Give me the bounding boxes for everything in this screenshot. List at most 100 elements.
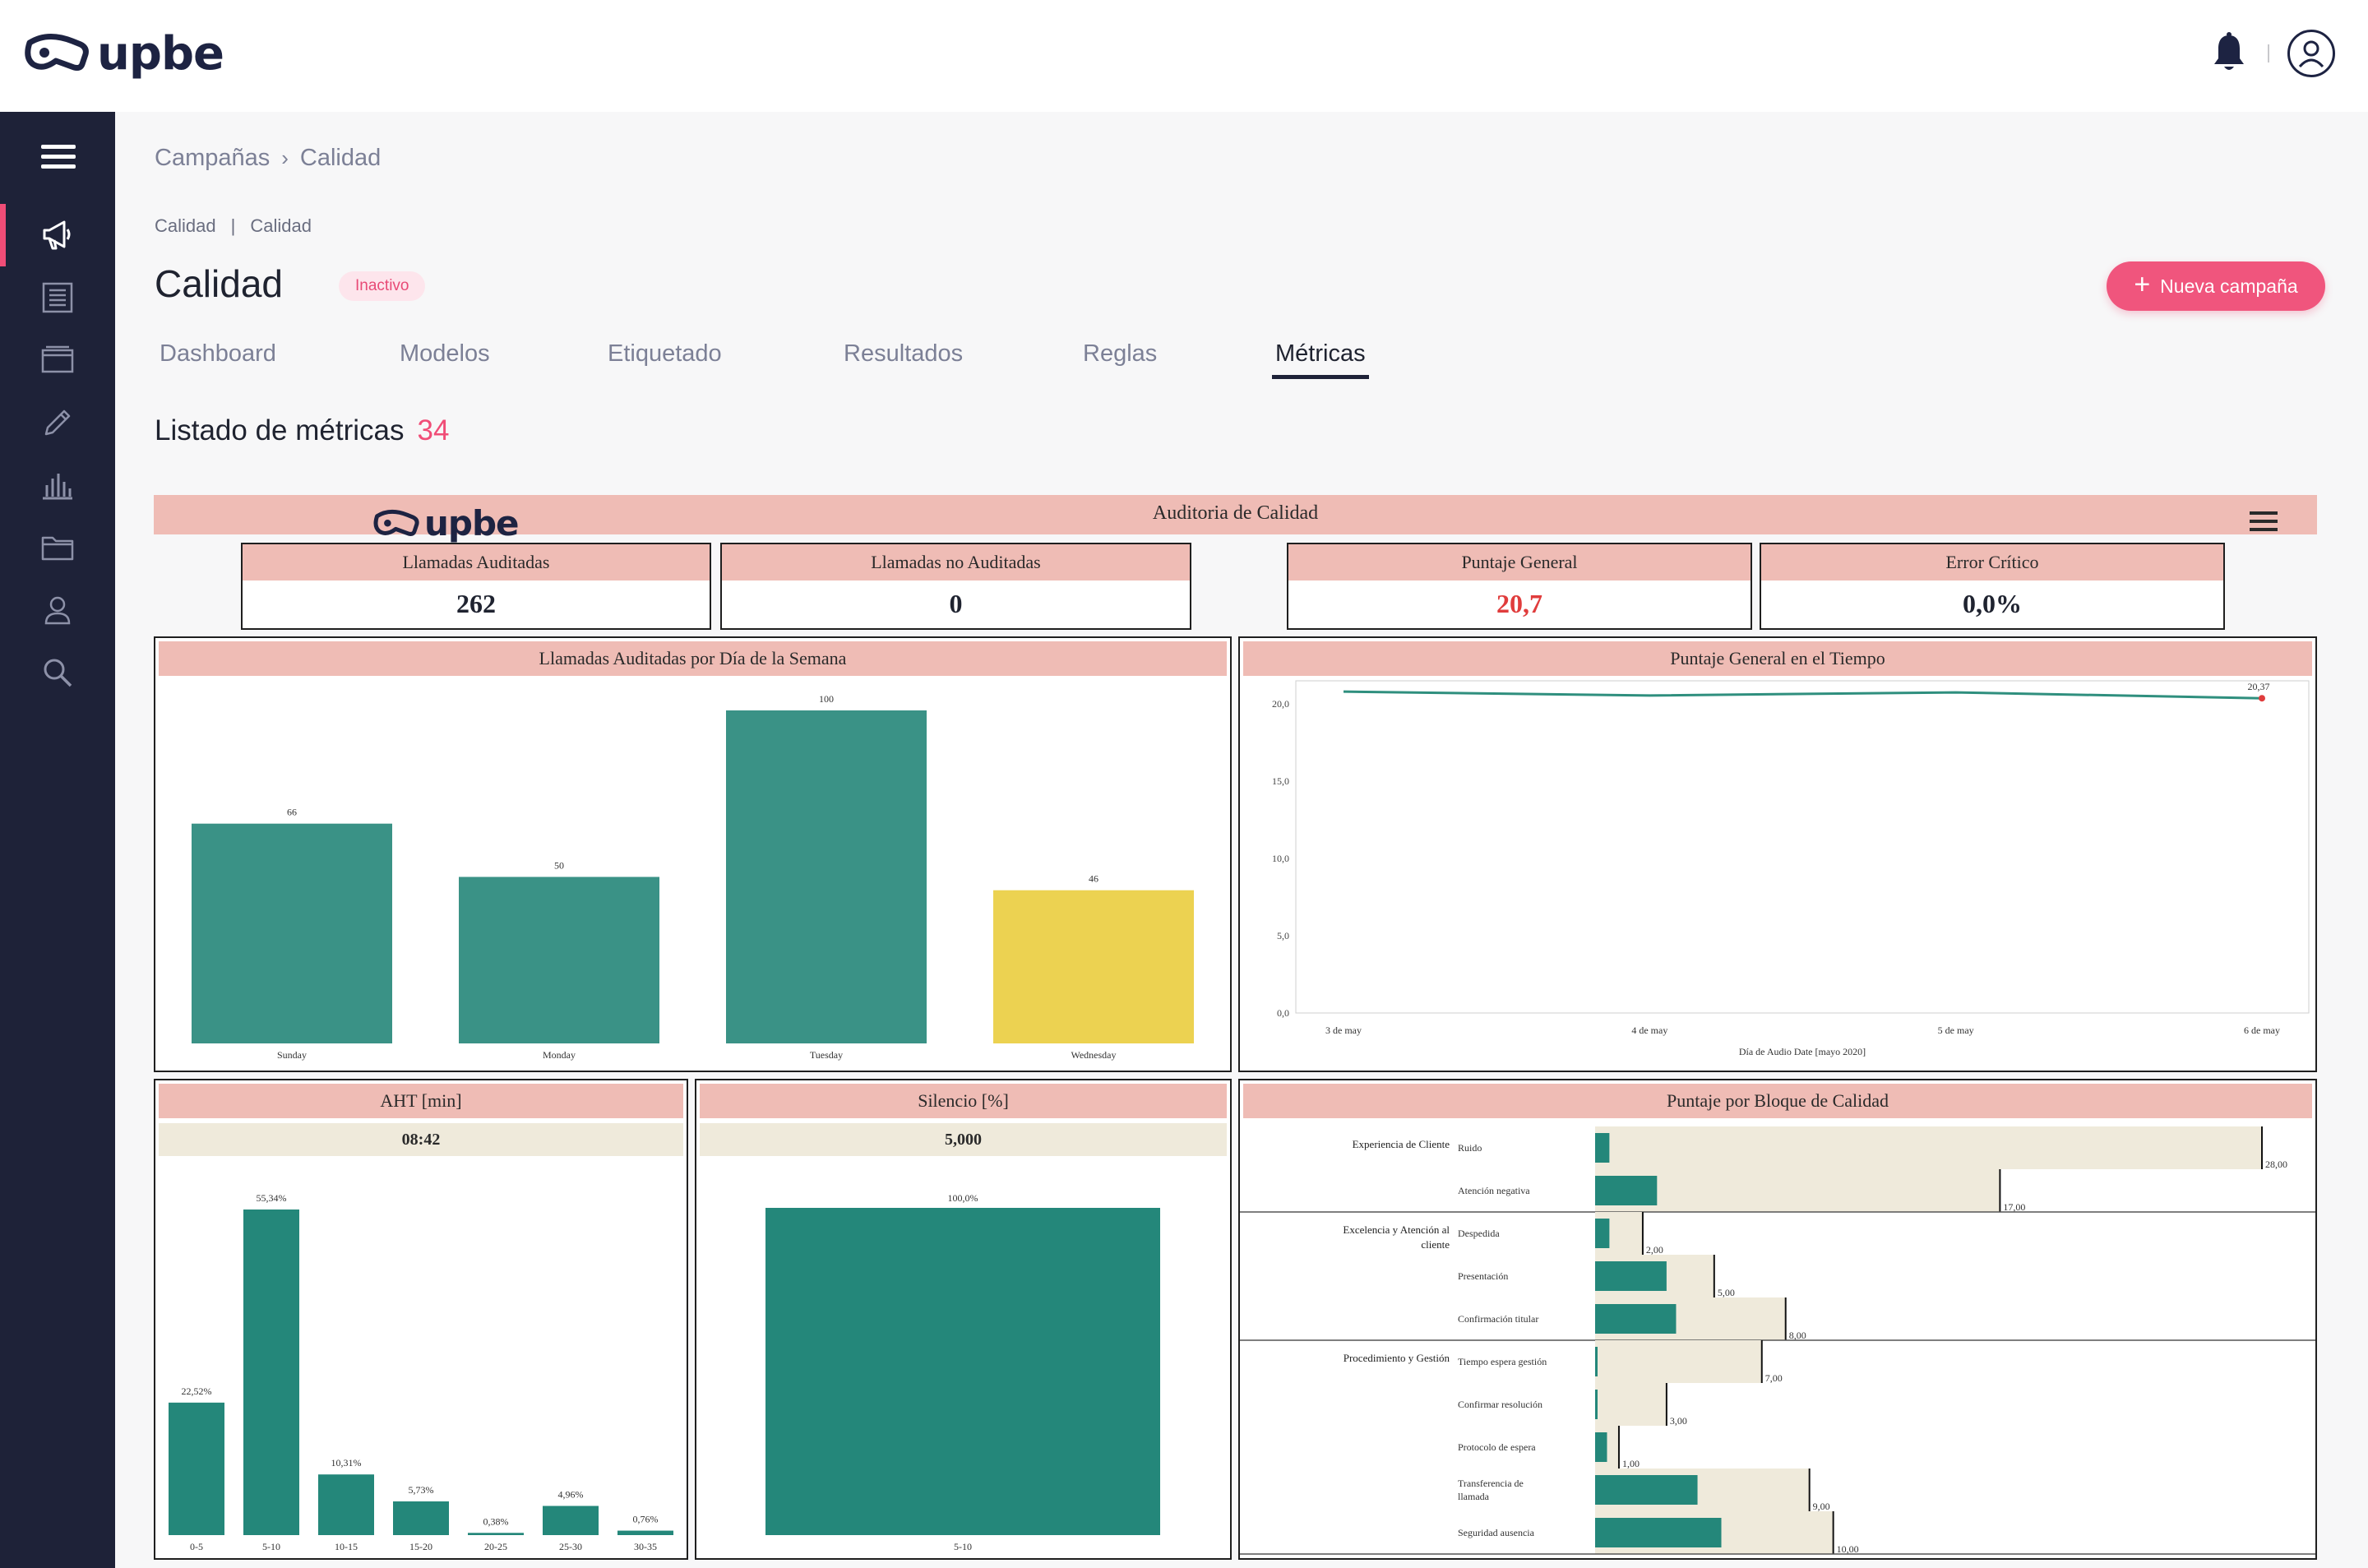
panel-title: Puntaje General en el Tiempo [1243,641,2312,676]
dashboard-header: Auditoria de Calidad [154,495,2317,534]
panel-silence: Silencio [%] 5,000 100,0% 5-10 [695,1079,1232,1560]
group-label: cliente [1421,1238,1450,1251]
x-tick-label: 25-30 [559,1541,582,1552]
bar-value-label: 100 [819,693,834,705]
kpi-audited-calls: Llamadas Auditadas 262 [241,543,711,630]
page-title: Calidad [155,262,283,305]
x-tick-label: 6 de may [2244,1025,2280,1036]
dashboard-menu-icon[interactable] [2250,511,2278,536]
plot-area [1295,680,2310,1014]
x-tick-label: Monday [543,1049,576,1061]
target-label: 9,00 [1813,1501,1830,1512]
bar [617,1530,673,1535]
sidebar-item-folder[interactable] [0,516,115,579]
app-logo-text: upbe [97,26,224,81]
breadcrumb-campaigns[interactable]: Campañas [155,145,271,171]
calls-by-day-chart: 66 Sunday 50 Monday 100 Tuesday 46 Wednesday [192,693,1194,1061]
sidebar-item-list[interactable] [0,266,115,329]
bar-value-label: 100,0% [948,1192,978,1204]
x-tick-label: 20-25 [484,1541,507,1552]
value-bar [1595,1432,1607,1462]
bar [192,823,392,1043]
sidebar-item-campaigns[interactable] [0,204,115,266]
value-bar [1595,1176,1658,1205]
folder-icon [41,536,74,561]
tab-etiquetado[interactable]: Etiquetado [608,340,722,367]
x-tick-label: 3 de may [1325,1025,1362,1036]
kpi-value: 0,0% [1963,589,2022,618]
subcrumb-first[interactable]: Calidad [155,215,216,236]
y-tick-label: 0,0 [1277,1007,1289,1019]
metrics-count: 34 [417,414,450,446]
bar [993,890,1194,1043]
tab-reglas[interactable]: Reglas [1083,340,1158,367]
kpi-label: Llamadas no Auditadas [722,544,1190,580]
bell-icon[interactable] [2210,30,2248,76]
kpi-label: Error Crítico [1761,544,2223,580]
status-badge: Inactivo [339,271,426,301]
folder-tray-icon [41,345,74,373]
row-label: Atención negativa [1458,1185,1530,1196]
new-campaign-label: Nueva campaña [2160,275,2298,297]
silence-chart: 100,0% 5-10 [765,1192,1160,1552]
panel-aht: AHT [min] 08:42 22,52% 0-5 55,34% 5-10 10,31… [154,1079,688,1560]
bar [543,1506,599,1535]
bar [393,1501,449,1535]
sidebar-item-search[interactable] [0,641,115,704]
app-logo[interactable]: upbe [23,25,224,82]
x-tick-label: 5 de may [1938,1025,1974,1036]
bar-value-label: 0,76% [633,1514,659,1525]
dashboard-logo-text: upbe [424,503,520,543]
dashboard-title: Auditoria de Calidad [1152,502,1319,524]
bar [726,710,927,1043]
value-bar [1595,1390,1598,1419]
target-label: 8,00 [1789,1330,1806,1341]
row-label: Confirmar resolución [1458,1399,1542,1410]
panel-score-time: Puntaje General en el Tiempo 0,0 5,0 10,0 1… [1238,636,2317,1072]
row-label: Confirmación titular [1458,1313,1538,1325]
tab-dashboard[interactable]: Dashboard [160,340,276,367]
y-tick-label: 20,0 [1272,698,1289,710]
tab-modelos[interactable]: Modelos [400,340,490,367]
target-label: 2,00 [1646,1244,1663,1256]
bar-value-label: 50 [554,860,564,872]
x-axis-title: Día de Audio Date [mayo 2020] [1739,1046,1866,1057]
upbe-logo-icon [373,509,419,536]
kpi-value: 20,7 [1496,589,1542,618]
sidebar-item-edit[interactable] [0,391,115,454]
group-label: Experiencia de Cliente [1353,1138,1450,1150]
value-bar [1595,1347,1598,1376]
dashboard-logo: upbe [372,503,520,543]
sidebar-item-users[interactable] [0,579,115,641]
kpi-label: Puntaje General [1288,544,1751,580]
menu-toggle-icon[interactable] [41,145,76,169]
bar-value-label: 46 [1089,873,1098,885]
bar [468,1533,524,1535]
bar-value-label: 22,52% [182,1385,212,1397]
panel-calls-by-day: Llamadas Auditadas por Día de la Semana … [154,636,1232,1072]
x-tick-label: 5-10 [954,1541,972,1552]
sidebar-item-tray[interactable] [0,329,115,391]
data-label: 20,37 [2248,681,2270,692]
row-label: Presentación [1458,1270,1508,1282]
new-campaign-button[interactable]: + Nueva campaña [2107,261,2325,311]
list-icon [42,282,73,313]
x-tick-label: 5-10 [262,1541,280,1552]
kpi-general-score: Puntaje General 20,7 [1287,543,1752,630]
search-icon [44,659,72,687]
group-label: Excelencia y Atención al [1343,1223,1450,1236]
user-avatar[interactable] [2287,30,2335,77]
plus-icon: + [2134,268,2151,300]
subcrumb-second[interactable]: Calidad [250,215,312,236]
sidebar-item-metrics[interactable] [0,454,115,516]
bar [765,1208,1160,1535]
tab-resultados[interactable]: Resultados [844,340,964,367]
row-label: Tiempo espera gestión [1458,1356,1547,1367]
breadcrumb-current[interactable]: Calidad [299,145,382,171]
target-label: 3,00 [1670,1415,1687,1427]
breadcrumb: Campañas › Calidad [155,145,381,172]
value-bar [1595,1219,1610,1248]
header-divider [2268,44,2269,62]
tab-metricas[interactable]: Métricas [1272,340,1369,379]
row-label: llamada [1458,1491,1490,1502]
